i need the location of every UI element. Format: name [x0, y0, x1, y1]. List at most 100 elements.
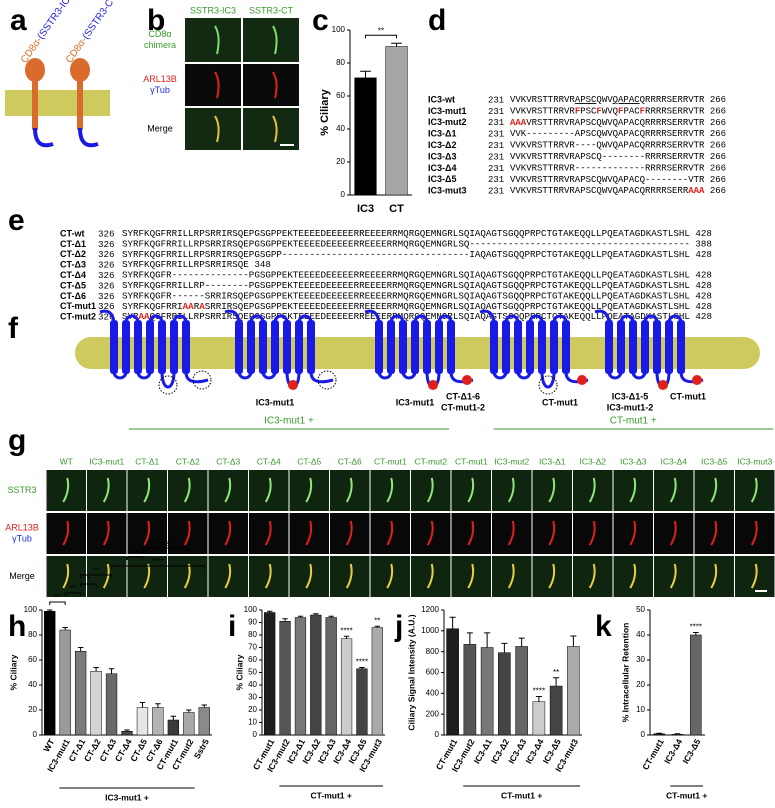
column-label: CT-Δ1	[135, 456, 159, 466]
sequence-end: 266	[710, 152, 726, 162]
micrograph	[46, 556, 86, 597]
error-bar	[535, 695, 542, 702]
y-axis-label: % Ciliary	[8, 654, 18, 690]
cilium	[629, 477, 637, 503]
sequence: VVKVRSTTRRVR-------------RRRRSERRVTR 266	[510, 164, 726, 174]
micrograph	[208, 513, 248, 554]
y-tick-label: 1200	[421, 605, 439, 614]
error-bar	[656, 732, 662, 734]
significance: *	[87, 575, 90, 584]
bar	[515, 646, 528, 736]
helix	[122, 320, 130, 374]
significance: **	[93, 566, 99, 575]
column-label: CT-Δ5	[297, 456, 321, 466]
diagram-label: IC3-mut1	[256, 397, 295, 407]
loop	[492, 371, 508, 380]
cilium	[750, 520, 758, 546]
x-tick-label: IC3	[357, 203, 374, 215]
helix	[295, 320, 303, 374]
sequence-name: CT-mut2	[60, 312, 96, 322]
column-label: IC3-Δ3	[620, 456, 647, 466]
micrograph	[289, 513, 329, 554]
error-bar	[570, 635, 577, 647]
cilium	[62, 520, 70, 546]
sequence: SYRFKQGFR--------------PGSGPPEKTEEEEDEEE…	[122, 270, 712, 281]
mutation	[692, 375, 702, 385]
y-tick-label: 40	[336, 124, 345, 133]
sequence-end: 266	[710, 187, 726, 197]
column-label: CT-mut1	[455, 456, 488, 466]
sequence-start: 326	[98, 239, 115, 250]
significance: **	[374, 616, 380, 625]
sequence-segment: F	[640, 107, 645, 117]
n-terminus	[364, 309, 381, 323]
cilium	[426, 563, 434, 589]
column-label: WT	[60, 456, 73, 466]
bar	[463, 644, 477, 736]
sequence: SYRFKQGFRRIAARASRRIRSQEPGSGPPEKTEEEEDEEE…	[122, 301, 712, 312]
x-tick-label: CT-mut1	[640, 737, 666, 772]
error-bar	[501, 642, 508, 653]
sequence-segment: WVQ	[602, 107, 618, 117]
group-label: CT-mut1 +	[311, 790, 352, 800]
panel-letter: c	[312, 4, 329, 37]
y-tick-label: 10	[636, 705, 645, 714]
helix	[617, 320, 625, 374]
helix	[423, 320, 431, 374]
cilium	[264, 520, 272, 546]
bar	[671, 734, 684, 736]
cilium	[507, 520, 515, 546]
ic3-loop	[160, 371, 176, 389]
micrograph	[573, 513, 613, 554]
column-label: CT-mut1	[374, 456, 407, 466]
cd8-stalk	[32, 78, 38, 130]
bracket	[365, 34, 397, 39]
y-tick-label: 1000	[421, 626, 439, 635]
x-tick-label: IC3-Δ5	[680, 737, 702, 766]
cilium	[143, 520, 151, 546]
micrograph	[208, 556, 248, 597]
y-tick-label: 40	[248, 680, 257, 689]
sequence-name: CT-Δ4	[60, 270, 86, 280]
column-label: IC3-Δ5	[701, 456, 728, 466]
micrograph	[87, 556, 127, 597]
sequence-segment: QAPAC	[613, 95, 641, 105]
panel-letter: g	[8, 424, 26, 457]
y-tick-label: 100	[332, 25, 346, 34]
sequence-segment: AA	[183, 301, 195, 312]
sequence: VVKVRSTTRRVRAPSCQWVQAPACQ--------VTR 266	[510, 175, 726, 185]
loop	[504, 314, 520, 323]
y-tick-label: 60	[28, 655, 37, 664]
sequence-segment: SYRFKQGFRRILLRPSRRIRSQEPGSGPPEKTEEEEDEEE…	[122, 228, 690, 239]
error-bar	[518, 637, 525, 647]
sequence-segment: PAC	[623, 107, 640, 117]
bar	[498, 652, 511, 736]
column-label: IC3-mut3	[737, 456, 772, 466]
bar	[183, 712, 195, 736]
micrograph	[289, 470, 329, 511]
panel-letter: k	[595, 610, 612, 643]
y-tick-label: 20	[336, 157, 345, 166]
sequence-segment: SYRFKQGFRRI	[122, 301, 183, 312]
sstr3-tail	[33, 127, 54, 148]
panel-letter: e	[8, 204, 25, 237]
cilium	[467, 477, 475, 503]
helix	[665, 320, 673, 374]
y-tick-label: 50	[248, 668, 257, 677]
error-bar	[693, 632, 699, 635]
cd8-head	[70, 58, 90, 82]
helix	[411, 320, 419, 374]
error-bar	[282, 618, 288, 622]
scale-bar	[755, 590, 767, 592]
bar	[340, 638, 353, 736]
sequence-segment: VVKVRSTTRRVRAPSCQWVQAPACQ--------VTR	[510, 175, 705, 185]
cilium	[264, 563, 272, 589]
mutation	[658, 380, 668, 390]
helix	[146, 320, 154, 374]
sequence-name: IC3-mut3	[428, 186, 467, 196]
micrograph	[451, 556, 491, 597]
error-bar	[93, 667, 99, 672]
sequence-segment: F	[618, 107, 623, 117]
deletion	[192, 370, 212, 390]
helix	[562, 320, 570, 374]
